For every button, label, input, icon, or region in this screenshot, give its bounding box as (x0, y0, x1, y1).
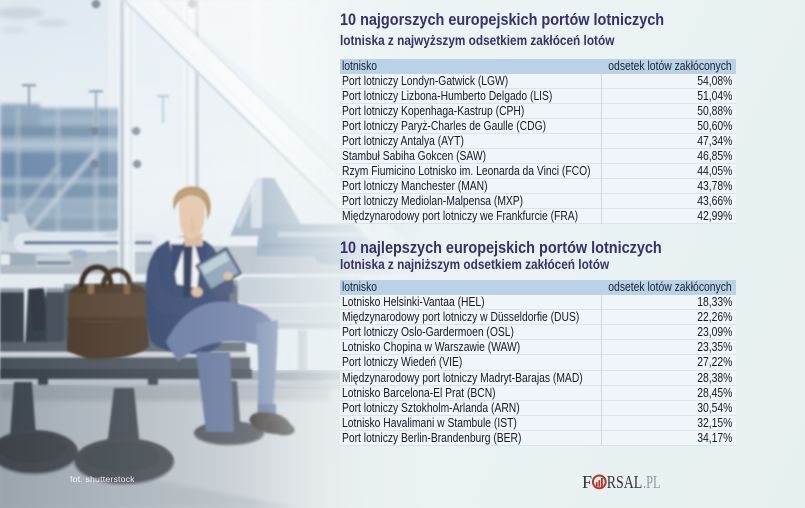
svg-text:.PL: .PL (643, 473, 661, 492)
svg-text:RSAL: RSAL (607, 473, 643, 492)
svg-text:F: F (582, 473, 592, 492)
